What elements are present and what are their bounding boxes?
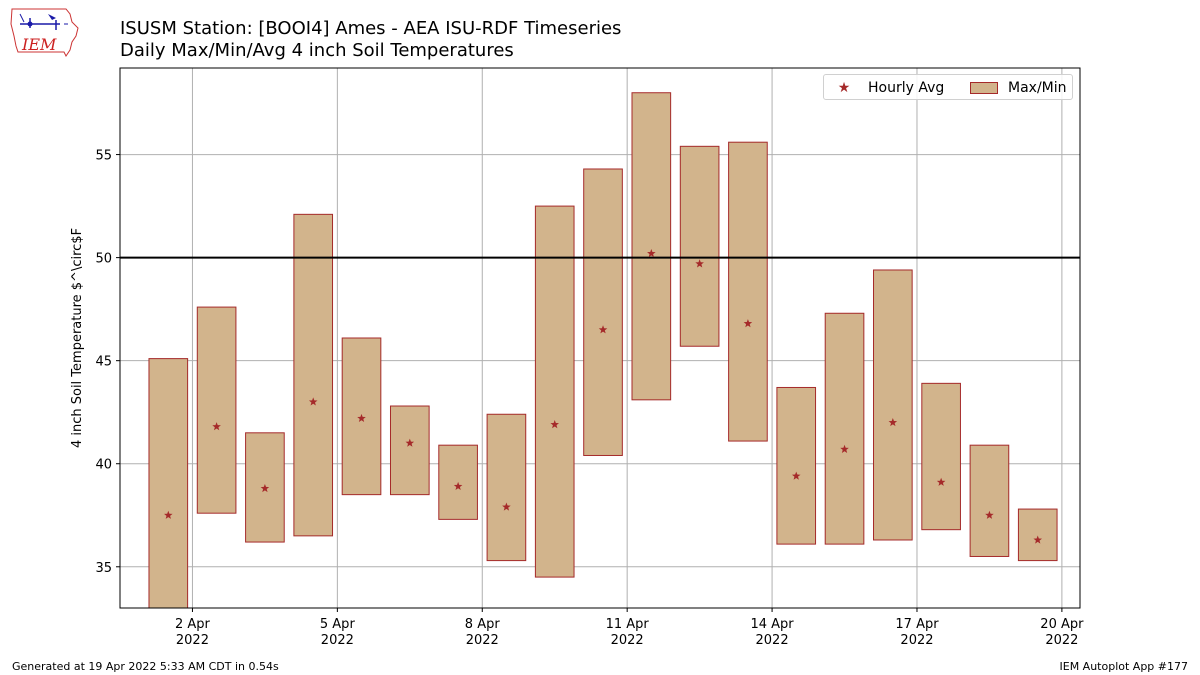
max-min-bar [631, 92, 672, 401]
y-tick-label: 40 [95, 458, 112, 473]
legend: ★ Hourly Avg Max/Min [823, 74, 1073, 100]
legend-item-max-min: Max/Min [970, 79, 1067, 97]
iowa-state-outline-icon [10, 8, 79, 57]
x-tick-year-label: 2022 [321, 633, 354, 648]
plot-frame [119, 67, 1081, 609]
hourly-avg-marker [743, 319, 753, 328]
max-min-bar [824, 312, 865, 545]
hourly-avg-marker [1033, 535, 1043, 544]
max-min-bar [679, 145, 720, 347]
y-tick-label: 50 [95, 252, 112, 267]
iem-logo: IEM [10, 8, 79, 57]
x-tick-label: 17 Apr [895, 617, 939, 632]
x-tick-label: 2 Apr [175, 617, 211, 632]
max-min-bar [389, 405, 430, 496]
hourly-avg-marker [598, 325, 608, 334]
y-tick-label: 55 [95, 149, 112, 164]
legend-label-hourly-avg: Hourly Avg [868, 80, 945, 96]
max-min-bar [921, 382, 961, 531]
hourly-avg-marker [357, 413, 366, 423]
legend-label-max-min: Max/Min [1008, 80, 1067, 96]
x-tick-label: 5 Apr [320, 617, 356, 632]
x-tick-year-label: 2022 [466, 633, 499, 648]
hourly-avg-marker [791, 471, 801, 480]
x-tick-label: 20 Apr [1040, 617, 1084, 632]
hourly-avg-marker [695, 259, 704, 268]
star-marker-icon: ★ [837, 80, 851, 96]
max-min-bar [728, 141, 768, 442]
hourly-avg-marker [502, 502, 511, 511]
hourly-avg-marker [936, 477, 946, 486]
max-min-bar [776, 386, 817, 545]
x-tick-year-label: 2022 [611, 633, 644, 648]
max-min-bar [1017, 508, 1058, 562]
hourly-avg-marker [405, 438, 415, 447]
footer-generated-text: Generated at 19 Apr 2022 5:33 AM CDT in … [12, 660, 279, 673]
max-min-bar [534, 205, 575, 578]
x-tick-year-label: 2022 [176, 633, 209, 648]
chart-subtitle: Daily Max/Min/Avg 4 inch Soil Temperatur… [120, 40, 514, 61]
x-tick-year-label: 2022 [1045, 633, 1078, 648]
y-tick-label: 45 [95, 355, 112, 370]
x-tick-label: 14 Apr [750, 617, 794, 632]
y-axis-label: 4 inch Soil Temperature $^\circ$F [70, 228, 85, 448]
max-min-bar [293, 213, 334, 537]
max-min-bar [196, 306, 237, 514]
chart-title: ISUSM Station: [BOOI4] Ames - AEA ISU-RD… [120, 18, 622, 39]
logo-text: IEM [21, 35, 57, 54]
hourly-avg-marker [550, 420, 559, 429]
footer-app-text: IEM Autoplot App #177 [1059, 660, 1189, 673]
max-min-bar [486, 413, 527, 562]
max-min-bar [969, 444, 1010, 557]
max-min-bar [873, 269, 913, 541]
hourly-avg-marker [888, 418, 898, 427]
y-tick-label: 35 [95, 561, 112, 576]
x-tick-year-label: 2022 [756, 633, 789, 648]
hourly-avg-marker [647, 249, 656, 258]
x-tick-label: 8 Apr [465, 617, 501, 632]
hourly-avg-marker [212, 422, 221, 431]
x-tick-label: 11 Apr [606, 617, 650, 632]
max-min-bar [583, 168, 623, 456]
hourly-avg-marker [840, 444, 849, 453]
hourly-avg-marker [164, 510, 173, 519]
bar-swatch-icon [970, 82, 998, 94]
hourly-avg-marker [308, 397, 318, 406]
hourly-avg-marker [453, 481, 463, 491]
max-min-bar [438, 444, 478, 520]
legend-item-hourly-avg: ★ Hourly Avg [834, 79, 945, 97]
x-tick-year-label: 2022 [900, 633, 933, 648]
hourly-avg-marker [260, 483, 270, 493]
max-min-bar [148, 358, 189, 609]
hourly-avg-marker [985, 510, 994, 519]
